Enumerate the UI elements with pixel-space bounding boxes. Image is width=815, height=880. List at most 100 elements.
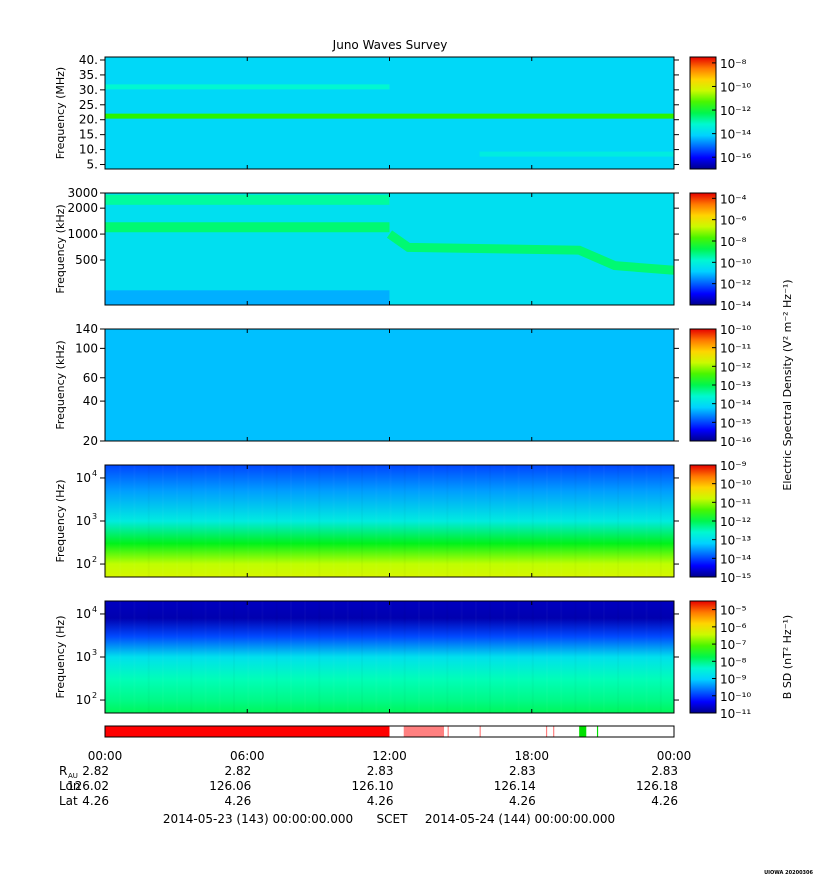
y-tick-label: 60 [83,371,98,385]
y-tick-label: 10 [76,693,91,707]
texture-stripe [646,465,648,577]
colorbar-tick-label: 10⁻¹⁰ [720,478,751,492]
colorbar-tick-label: 10⁻¹⁶ [720,151,751,165]
colorbar-tick-label: 10⁻¹¹ [720,496,751,510]
ephemeris-value: 4.26 [509,794,536,808]
ephemeris-row-label: Lat [59,794,78,808]
texture-stripe [219,601,221,713]
colorbar-hfrh [690,57,716,169]
colorbar-lfrl [690,465,716,577]
feature-band [105,84,390,90]
texture-stripe [603,601,605,713]
colorbar-label: Electric Spectral Density (V² m⁻² Hz⁻¹) [781,279,794,490]
texture-stripe [390,465,392,577]
mode-bar [104,725,675,738]
texture-stripe [133,465,135,577]
colorbar-tick-label: 10⁻¹⁰ [720,80,751,94]
ephemeris-value: 2.83 [367,764,394,778]
spectrogram-panels: 5.10.15.20.25.30.35.40. Frequency (MHz) 10… [54,53,794,721]
texture-stripe [432,601,434,713]
texture-stripe [660,601,662,713]
colorbar-tick-label: 10⁻¹² [720,360,751,374]
colorbar-tick-label: 10⁻⁶ [720,214,747,228]
texture-stripe [489,465,491,577]
mode-segment [105,726,390,737]
texture-stripe [205,601,207,713]
feature-band [105,113,674,119]
colorbar-tick-label: 10⁻¹⁴ [720,552,751,566]
texture-stripe [190,465,192,577]
y-tick-label: 25. [79,98,98,112]
texture-stripe [333,465,335,577]
mode-segment [545,726,548,737]
texture-stripe [233,465,235,577]
ephemeris-value: 126.10 [352,779,394,793]
texture-stripe [233,601,235,713]
feature-band [105,222,390,233]
colorbar-tick-label: 10⁻¹⁴ [720,398,751,412]
colorbar-tick-label: 10⁻¹⁰ [720,256,751,270]
colorbar-tick-label: 10⁻¹² [720,515,751,529]
colorbar-lfrh [690,329,716,441]
colorbar-tick-label: 10⁻¹⁰ [720,690,751,704]
texture-stripe [119,601,121,713]
texture-stripe [617,601,619,713]
y-tick-exponent: 4 [92,469,97,478]
y-tick-label: 20. [79,113,98,127]
panel-hfrh: 5.10.15.20.25.30.35.40. Frequency (MHz) 10… [54,53,751,172]
texture-stripe [589,465,591,577]
colorbar-tick-label: 10⁻¹³ [720,534,751,548]
texture-stripe [290,465,292,577]
feature-band [479,151,674,157]
texture-stripe [518,465,520,577]
ephemeris-row-sublabel: AU [68,772,78,780]
texture-stripe [432,465,434,577]
texture-stripe [489,601,491,713]
ephemeris-value: 2.83 [651,764,678,778]
y-tick-label: 15. [79,128,98,142]
y-axis-label: Frequency (kHz) [54,204,67,293]
colorbar-frame [689,192,717,306]
x-tick-label: 00:00 [657,749,692,763]
texture-stripe [617,465,619,577]
texture-stripe [631,601,633,713]
colorbar-tick-label: 10⁻⁸ [720,57,747,71]
texture-stripe [304,601,306,713]
colorbar-label: B SD (nT² Hz⁻¹) [781,615,794,699]
y-axis-label: Frequency (Hz) [54,480,67,563]
texture-stripe [589,601,591,713]
texture-stripe [347,601,349,713]
y-tick-label: 2000 [67,201,98,215]
mode-segment [553,726,555,737]
ephemeris-value: 2.82 [225,764,252,778]
y-axis-label: Frequency (MHz) [54,67,67,159]
y-tick-label: 140 [75,322,98,336]
ephemeris-value: 4.26 [367,794,394,808]
texture-stripe [148,465,150,577]
ephemeris-value: 126.14 [494,779,536,793]
texture-stripe [247,601,249,713]
colorbar-bsd [690,601,716,713]
texture-stripe [546,465,548,577]
y-tick-label: 10. [79,143,98,157]
y-tick-label: 1000 [67,227,98,241]
texture-stripe [461,601,463,713]
spectrogram-hfrl [105,193,674,305]
colorbar-tick-label: 10⁻¹⁵ [720,571,751,585]
feature-descending-band [386,230,675,275]
time-axis: 00:00 06:00 12:00 18:00 00:00 R AU 2.82 2.82 2.83… [59,749,691,808]
ephemeris-value: 126.06 [209,779,251,793]
y-tick-label: 100 [75,341,98,355]
footer-start-time: 2014-05-23 (143) 00:00:00.000 [163,812,353,826]
colorbar-tick-label: 10⁻¹² [720,278,751,292]
y-tick-label: 3000 [67,186,98,200]
texture-stripe [518,601,520,713]
texture-stripe [176,601,178,713]
colorbar-tick-label: 10⁻⁵ [720,604,747,618]
texture-stripe [261,601,263,713]
texture-stripe [119,465,121,577]
y-tick-exponent: 4 [92,605,97,614]
